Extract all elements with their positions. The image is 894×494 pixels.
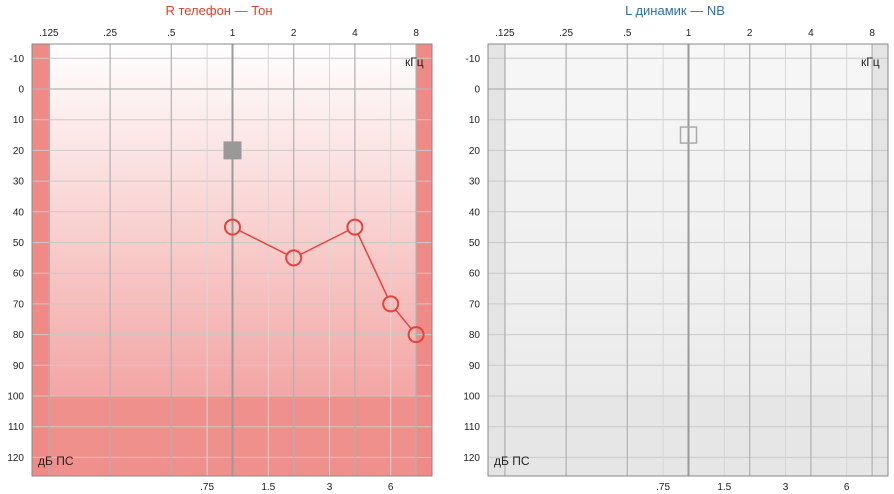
threshold-connector [300, 230, 349, 255]
freq-tick-label: 8 [869, 28, 875, 39]
audiogram-right-chart[interactable]: -10 0 10 20 30 40 50 60 70 80 90 100 110 120 .125 .25 .5… [0, 0, 438, 494]
audiogram-left-chart[interactable]: -10 0 10 20 30 40 50 60 70 80 90 100 110 120 .125 .25 .5… [456, 0, 894, 494]
threshold-circle [285, 249, 303, 267]
freq-tick-label: 1 [230, 28, 236, 39]
db-tick-label: 50 [469, 238, 481, 249]
db-tick-label: 120 [463, 453, 480, 464]
threshold-circle [382, 295, 400, 313]
left-band [488, 44, 506, 476]
db-tick-label: 110 [8, 422, 24, 433]
freq-minor-tick-label: 3 [327, 482, 333, 493]
threshold-square-open [679, 126, 698, 144]
freq-minor-tick-label: 6 [844, 482, 850, 493]
db-tick-label: 30 [469, 177, 481, 188]
db-tick-label: 0 [474, 85, 480, 96]
db-tick-label: 20 [469, 146, 481, 157]
left-band [32, 44, 50, 476]
threshold-circle [407, 326, 425, 344]
db-tick-label: 40 [13, 207, 25, 218]
db-tick-label: 50 [13, 238, 25, 249]
db-unit-label: дБ ПС [38, 454, 74, 468]
db-tick-label: 10 [13, 115, 25, 126]
freq-minor-tick-label: .75 [656, 482, 670, 493]
freq-tick-label: .125 [495, 28, 515, 39]
db-tick-label: 20 [13, 146, 25, 157]
threshold-connector [395, 309, 412, 329]
threshold-connector [239, 230, 287, 255]
audiogram-left-panel: L динамик — NB -10 0 10 20 30 40 50 60 70 80 90 100… [456, 0, 894, 494]
freq-tick-label: 2 [747, 28, 753, 39]
freq-unit-label: кГц [861, 55, 880, 69]
freq-tick-label: 8 [413, 28, 419, 39]
freq-tick-label: 1 [686, 28, 692, 39]
plot-frame [31, 43, 433, 477]
db-tick-label: 80 [13, 330, 25, 341]
freq-minor-tick-label: 3 [783, 482, 789, 493]
freq-minor-tick-label: 6 [388, 482, 394, 493]
db-tick-label: 90 [469, 361, 481, 372]
freq-tick-label: 4 [352, 28, 358, 39]
db-tick-label: 90 [13, 361, 25, 372]
audiogram-right-panel: R телефон — Тон -10 0 10 20 30 40 50 60 70 80 90 10… [0, 0, 438, 494]
freq-tick-label: .5 [623, 28, 632, 39]
db-unit-label: дБ ПС [494, 454, 530, 468]
freq-tick-label: .5 [167, 28, 176, 39]
freq-tick-label: .25 [103, 28, 117, 39]
panel-title-left: L динамик — NB [625, 3, 725, 18]
right-band [872, 44, 888, 476]
freq-minor-tick-label: 1.5 [261, 482, 275, 493]
db-tick-label: 0 [18, 85, 24, 96]
freq-tick-label: .25 [559, 28, 573, 39]
db-tick-label: 40 [469, 207, 481, 218]
db-tick-label: 60 [13, 269, 25, 280]
db-tick-label: 70 [469, 299, 481, 310]
db-tick-label: 10 [469, 115, 481, 126]
db-tick-label: 100 [463, 392, 480, 403]
right-band [416, 44, 432, 476]
db-tick-label: -10 [466, 54, 481, 65]
freq-minor-tick-label: 1.5 [717, 482, 731, 493]
db-tick-label: 30 [13, 177, 25, 188]
freq-unit-label: кГц [405, 55, 424, 69]
freq-tick-label: 2 [291, 28, 297, 39]
db-tick-label: 70 [13, 299, 25, 310]
db-tick-label: 100 [7, 392, 24, 403]
db-tick-label: 120 [7, 453, 24, 464]
db-tick-label: 110 [464, 422, 480, 433]
freq-minor-tick-label: .75 [200, 482, 214, 493]
db-tick-label: -10 [10, 54, 25, 65]
threshold-circle [346, 218, 364, 236]
freq-tick-label: 4 [808, 28, 814, 39]
plot-frame [487, 43, 889, 477]
threshold-circle [224, 218, 241, 236]
freq-tick-label: .125 [39, 28, 59, 39]
threshold-connector [357, 234, 388, 297]
db-tick-label: 80 [469, 330, 481, 341]
panel-title-right: R телефон — Тон [165, 3, 273, 18]
threshold-square-filled [223, 141, 242, 160]
db-tick-label: 60 [469, 269, 481, 280]
